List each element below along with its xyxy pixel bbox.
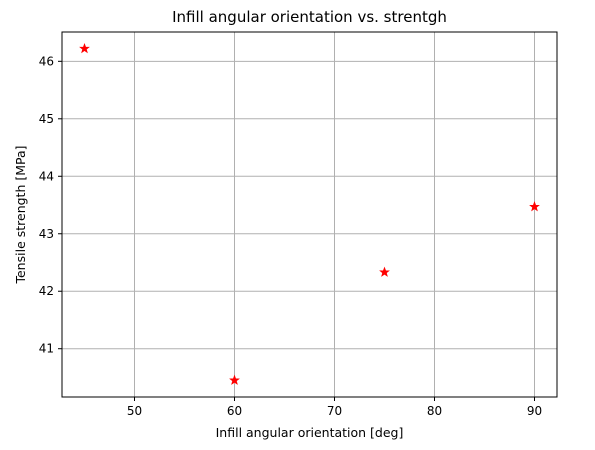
chart-title: Infill angular orientation vs. strentgh <box>172 8 447 26</box>
y-tick-label: 44 <box>39 169 54 183</box>
x-tick-label: 80 <box>427 404 442 418</box>
y-axis-label: Tensile strength [MPa] <box>13 145 28 284</box>
x-tick-label: 50 <box>127 404 142 418</box>
x-tick-label: 60 <box>227 404 242 418</box>
x-tick-label: 90 <box>527 404 542 418</box>
y-tick-label: 41 <box>39 342 54 356</box>
y-tick-label: 45 <box>39 112 54 126</box>
x-axis-label: Infill angular orientation [deg] <box>216 425 404 440</box>
y-tick-label: 42 <box>39 284 54 298</box>
x-tick-label: 70 <box>327 404 342 418</box>
plot-area-background <box>62 32 557 397</box>
y-tick-label: 46 <box>39 54 54 68</box>
y-tick-label: 43 <box>39 227 54 241</box>
